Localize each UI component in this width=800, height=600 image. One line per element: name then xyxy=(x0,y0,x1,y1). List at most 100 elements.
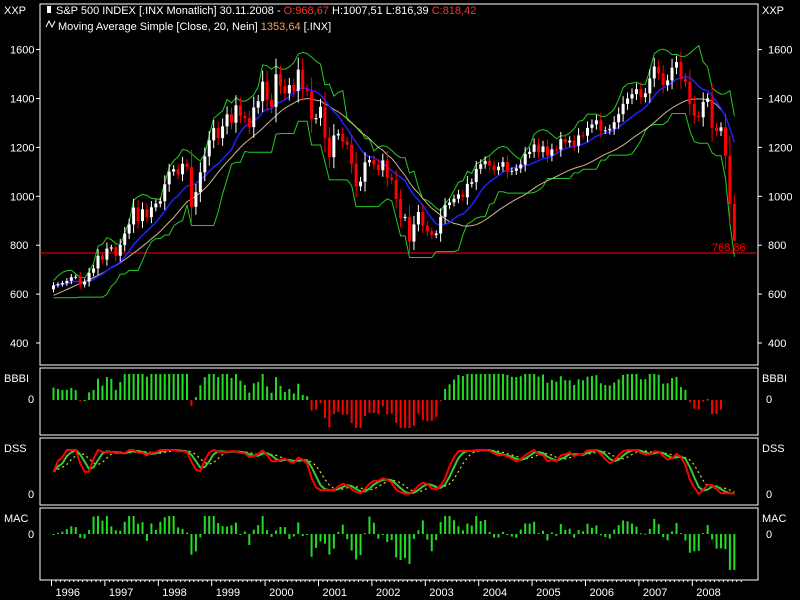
candle-body xyxy=(541,146,545,153)
candle xyxy=(372,155,376,170)
bbbi-bar xyxy=(706,399,709,401)
bbbi-bar xyxy=(461,376,464,400)
candle xyxy=(367,155,371,167)
candle-body xyxy=(327,137,331,158)
candle-body xyxy=(163,184,167,202)
candle xyxy=(492,160,496,176)
bbbi-bar xyxy=(257,381,260,400)
mac-bar xyxy=(306,534,309,535)
bbbi-bar xyxy=(190,400,193,406)
x-tick-label: 1999 xyxy=(216,587,240,599)
bbbi-bar xyxy=(279,385,282,400)
candle-body xyxy=(594,120,598,125)
mac-bar xyxy=(123,521,126,534)
candle-body xyxy=(109,247,113,249)
bbbi-bar xyxy=(234,374,237,400)
bbbi-bar xyxy=(159,374,162,400)
candle-body xyxy=(581,135,585,137)
y-tick-label-left: 1200 xyxy=(10,142,34,154)
x-tick-label: 1997 xyxy=(109,587,133,599)
bbbi-zero-left: 0 xyxy=(28,394,34,406)
mac-bar xyxy=(70,526,73,534)
header-ma-value: 1353,64 xyxy=(261,21,301,33)
bbbi-bar xyxy=(657,374,660,400)
candle xyxy=(172,165,176,176)
candle-body xyxy=(60,283,64,285)
bbbi-bar xyxy=(626,374,629,400)
bbbi-bar xyxy=(457,374,460,400)
mac-bar xyxy=(421,520,424,534)
candle xyxy=(198,162,202,203)
mac-bar xyxy=(128,516,131,534)
mac-bar xyxy=(631,523,633,534)
candle-body xyxy=(114,247,118,256)
bbbi-bar xyxy=(720,400,722,410)
bbbi-bar xyxy=(479,374,482,400)
bbbi-bar xyxy=(404,400,407,428)
candle xyxy=(657,59,661,81)
y-tick-label-left: 1000 xyxy=(10,191,34,203)
candle-body xyxy=(69,277,73,281)
candle-body xyxy=(479,164,483,169)
mac-bar xyxy=(137,523,140,534)
candle xyxy=(274,58,278,123)
mac-bar xyxy=(105,516,108,534)
candle-body xyxy=(621,103,625,115)
candle-body xyxy=(198,172,202,193)
candle-body xyxy=(710,98,714,128)
bbbi-bar xyxy=(310,400,313,411)
mac-bar xyxy=(639,533,642,535)
candle-body xyxy=(332,135,336,158)
candle-legend-icon xyxy=(47,6,51,13)
candle-body xyxy=(176,169,180,175)
mac-bar xyxy=(715,534,718,549)
candle xyxy=(158,197,162,208)
candle-body xyxy=(292,85,296,91)
candle-body xyxy=(492,165,496,171)
mac-bar xyxy=(444,516,447,534)
candle xyxy=(675,55,678,75)
candle-body xyxy=(519,164,523,169)
mac-bar xyxy=(163,517,166,534)
candle xyxy=(661,64,665,94)
candle-body xyxy=(74,276,78,278)
candle xyxy=(181,156,185,182)
bbbi-bar xyxy=(484,374,487,400)
candle-body xyxy=(652,66,656,79)
candle xyxy=(461,190,465,202)
mac-bar xyxy=(65,529,68,534)
mac-bar xyxy=(653,518,656,534)
bbbi-bar xyxy=(711,400,714,415)
bbbi-bar xyxy=(261,374,264,400)
bbbi-bar xyxy=(675,376,678,400)
bbbi-bar xyxy=(515,377,518,400)
bbbi-bar xyxy=(301,394,304,400)
mac-bar xyxy=(582,531,585,534)
candle xyxy=(154,199,158,212)
mac-bar xyxy=(168,516,171,534)
bbbi-zero-right: 0 xyxy=(766,394,772,406)
bbbi-bar xyxy=(168,374,171,400)
bbbi-bar xyxy=(355,400,358,428)
bbbi-bar xyxy=(662,383,665,400)
candle xyxy=(439,208,443,242)
bbbi-bar xyxy=(217,377,220,400)
mac-bar xyxy=(457,526,460,534)
candle-body xyxy=(319,106,322,119)
mac-bar xyxy=(275,530,277,534)
candle xyxy=(572,135,576,152)
candle-body xyxy=(510,170,514,172)
bbbi-bar xyxy=(350,400,353,424)
mac-bar xyxy=(408,534,411,564)
mac-bar xyxy=(226,526,229,534)
bbbi-bar xyxy=(568,380,571,400)
bbbi-histogram xyxy=(52,374,722,428)
candle-body xyxy=(78,276,82,285)
candle xyxy=(327,127,331,168)
envelope-bands xyxy=(53,44,735,299)
candle xyxy=(323,92,327,153)
candle-body xyxy=(385,160,389,178)
candle-body xyxy=(416,211,420,225)
